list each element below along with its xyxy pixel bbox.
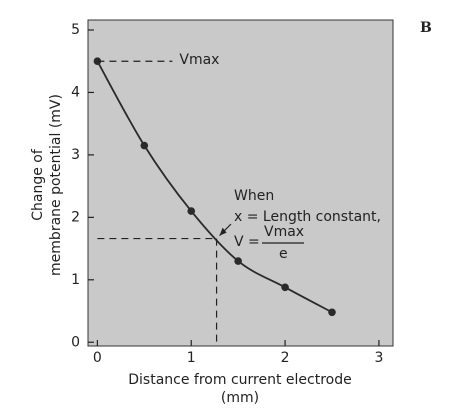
y-tick-label: 5 bbox=[71, 22, 80, 38]
y-axis-label: membrane potential (mV) bbox=[48, 94, 64, 276]
vmax-label: Vmax bbox=[179, 52, 219, 68]
data-point bbox=[328, 308, 336, 317]
y-tick-label: 1 bbox=[71, 272, 80, 288]
plot-area bbox=[87, 19, 394, 347]
data-point bbox=[187, 207, 196, 215]
x-tick-label: 1 bbox=[187, 350, 196, 366]
x-tick-label: 0 bbox=[93, 350, 102, 366]
annotation: Vmax bbox=[264, 224, 304, 240]
annotation: e bbox=[279, 246, 288, 262]
arrow-head bbox=[219, 227, 227, 236]
y-tick-label: 2 bbox=[71, 209, 80, 225]
data-point bbox=[140, 141, 149, 150]
y-tick-label: 0 bbox=[71, 334, 80, 350]
x-axis-label: (mm) bbox=[221, 390, 259, 406]
x-tick-label: 3 bbox=[374, 350, 383, 366]
x-tick-label: 2 bbox=[281, 350, 290, 366]
annotation: When bbox=[234, 188, 274, 204]
x-axis-label: Distance from current electrode bbox=[128, 372, 351, 388]
y-tick-label: 4 bbox=[71, 84, 80, 100]
data-point bbox=[234, 257, 242, 265]
annotation: x = Length constant, bbox=[234, 209, 381, 225]
y-tick-label: 3 bbox=[71, 147, 80, 163]
annotation: V = bbox=[234, 234, 260, 250]
data-point bbox=[281, 283, 289, 292]
panel-label: B bbox=[420, 20, 432, 36]
y-axis-label: Change of bbox=[30, 148, 46, 221]
